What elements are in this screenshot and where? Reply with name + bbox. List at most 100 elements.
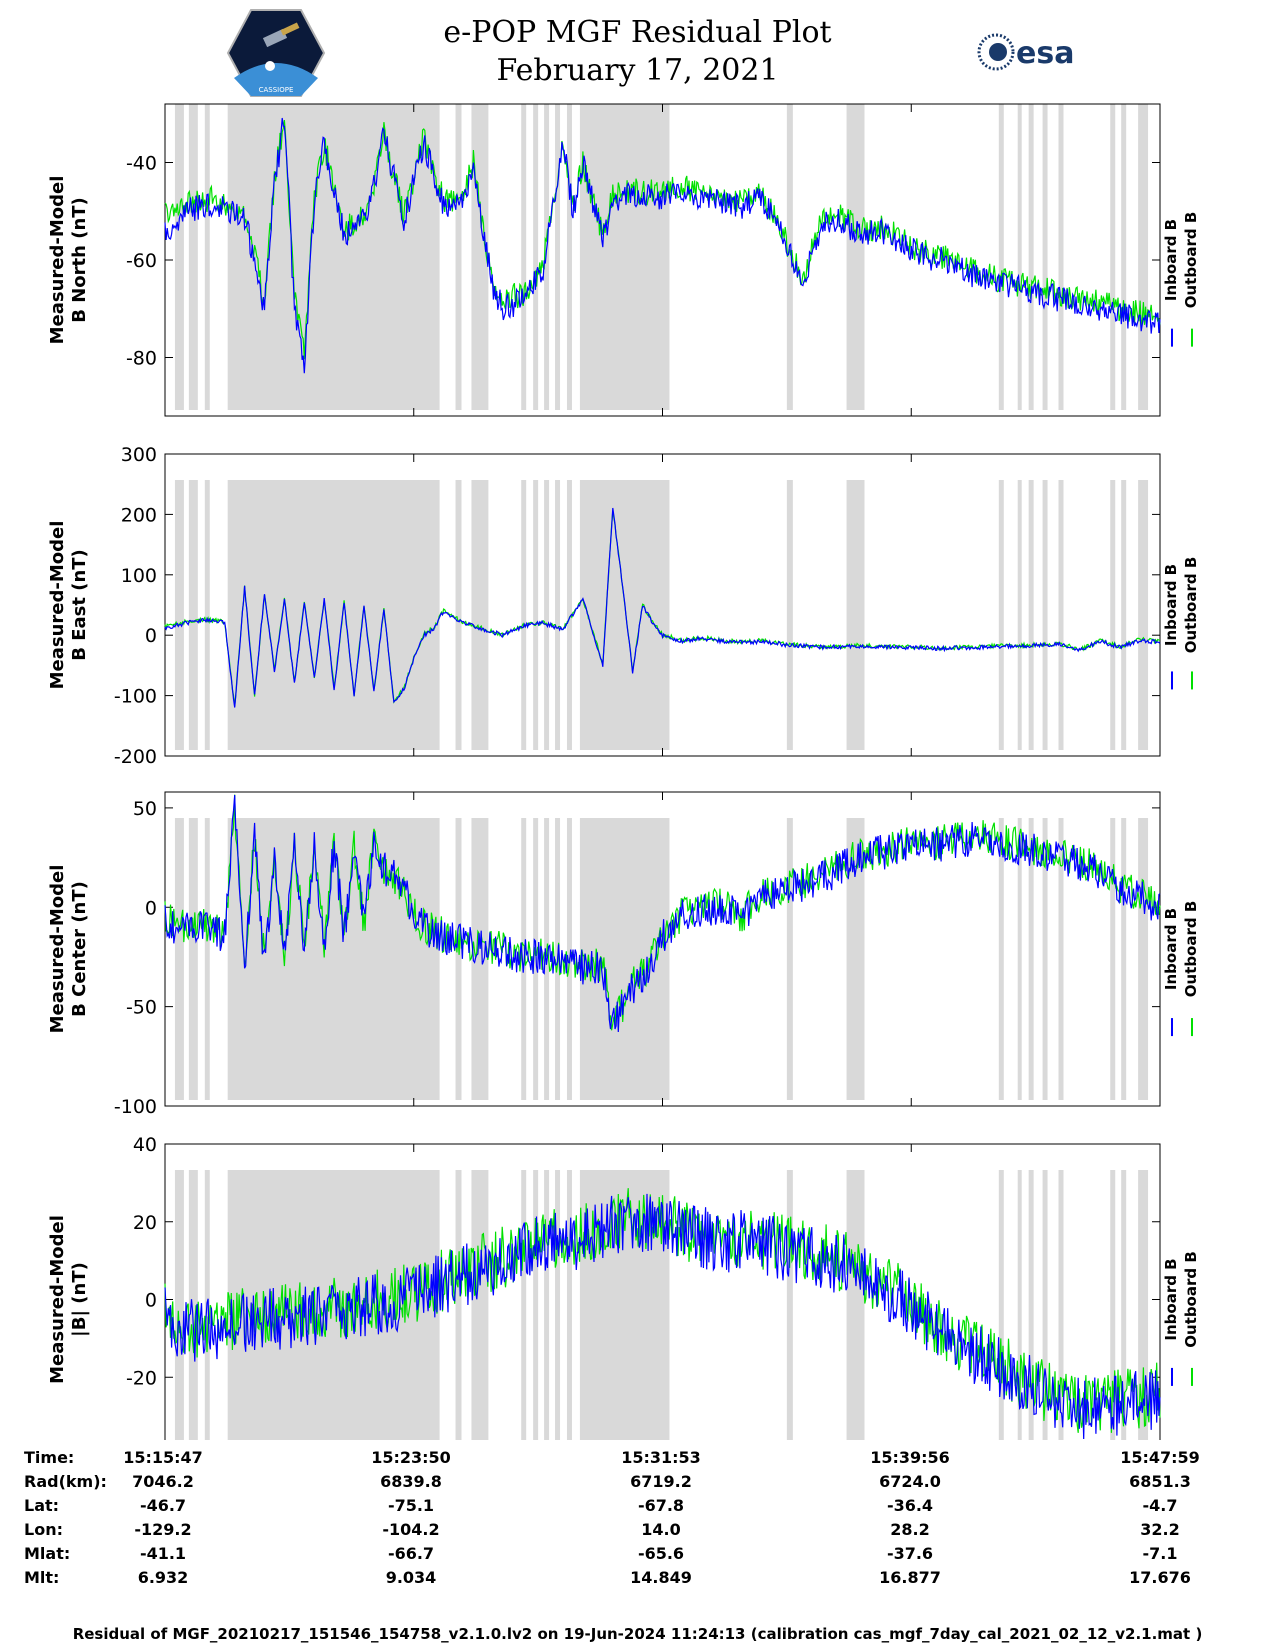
data-gap-band <box>227 104 440 410</box>
table-cell: 15:47:59 <box>1120 1448 1200 1467</box>
data-gap-band <box>579 818 670 1100</box>
legend-outboard-label: Outboard B <box>1182 557 1200 654</box>
table-cell: -66.7 <box>387 1544 435 1563</box>
plot-title-line1: e-POP MGF Residual Plot <box>443 15 832 50</box>
data-gap-band <box>1110 818 1116 1100</box>
data-gap-band <box>1017 1170 1022 1440</box>
data-gap-band <box>1042 1170 1048 1440</box>
data-gap-band <box>455 1170 462 1440</box>
data-gap-band <box>544 1170 550 1440</box>
data-gap-band <box>786 480 793 750</box>
data-gap-band <box>544 480 550 750</box>
data-gap-band <box>204 818 210 1100</box>
legend-inboard-label: Inboard B <box>1162 219 1180 301</box>
data-gap-band <box>455 818 462 1100</box>
chart-panel-0: -80 -60 -40 Measured-Model B North (nT) Inboa… <box>47 103 1200 417</box>
data-gap-band <box>1138 1170 1149 1440</box>
y-tick-label: -100 <box>114 686 157 708</box>
table-cell: 32.2 <box>1140 1520 1180 1539</box>
footer-caption: Residual of MGF_20210217_151546_154758_v… <box>72 1625 1203 1643</box>
data-gap-band <box>521 818 527 1100</box>
y-tick-label: 0 <box>145 625 157 647</box>
data-gap-band <box>521 104 527 410</box>
data-gap-band <box>1121 104 1127 410</box>
data-gap-band <box>455 104 462 410</box>
row-label-mlat: Mlat: <box>24 1544 71 1563</box>
y-tick-label: 20 <box>133 1212 157 1234</box>
data-gap-band <box>998 104 1004 410</box>
table-cell: 6719.2 <box>630 1472 692 1491</box>
data-gap-band <box>1058 1170 1064 1440</box>
y-tick-label: 50 <box>133 798 157 820</box>
table-cell: 15:15:47 <box>123 1448 203 1467</box>
data-gap-band <box>998 1170 1004 1440</box>
series-inboard-line <box>164 794 1161 1033</box>
data-gap-band <box>579 480 670 750</box>
data-gap-band <box>533 1170 539 1440</box>
table-cell: 6851.3 <box>1129 1472 1191 1491</box>
cassiope-mission-logo: CASSIOPE <box>226 9 326 97</box>
data-gap-band <box>1028 1170 1034 1440</box>
y-axis-label: Measured-Model <box>47 1215 68 1384</box>
y-tick-label: 300 <box>121 444 157 466</box>
table-cell: -36.4 <box>886 1496 934 1515</box>
data-gap-band <box>1110 104 1116 410</box>
data-gap-band <box>1138 818 1149 1100</box>
data-gap-band <box>227 1170 440 1440</box>
data-gap-band <box>1028 104 1034 410</box>
data-gap-band <box>566 1170 572 1440</box>
table-cell: 15:31:53 <box>621 1448 701 1467</box>
legend-outboard-label: Outboard B <box>1182 1251 1200 1348</box>
series-inboard-line <box>164 1193 1161 1440</box>
data-gap-band <box>1058 818 1064 1100</box>
data-gap-band <box>227 480 440 750</box>
table-cell: 14.849 <box>630 1568 692 1587</box>
data-gap-band <box>1028 480 1034 750</box>
esa-logo: esa <box>977 33 1074 71</box>
data-gap-band <box>188 480 198 750</box>
table-cell: 14.0 <box>641 1520 681 1539</box>
table-cell: -46.7 <box>139 1496 187 1515</box>
y-axis-label: B Center (nT) <box>69 881 90 1017</box>
plot-date: February 17, 2021 <box>496 53 779 88</box>
cassiope-logo-text: CASSIOPE <box>259 86 294 94</box>
data-gap-band <box>1110 480 1116 750</box>
y-tick-label: 100 <box>121 565 157 587</box>
y-tick-label: -50 <box>126 997 157 1019</box>
data-gap-band <box>174 104 184 410</box>
data-gap-band <box>533 104 539 410</box>
y-axis-label: Measured-Model <box>47 521 68 690</box>
table-cell: -75.1 <box>387 1496 435 1515</box>
y-tick-label: -100 <box>114 1096 157 1118</box>
y-axis-label: Measured-Model <box>47 176 68 345</box>
table-cell: 9.034 <box>385 1568 437 1587</box>
y-tick-label: -40 <box>126 153 157 175</box>
data-gap-band <box>188 818 198 1100</box>
data-gap-band <box>521 480 527 750</box>
data-gap-band <box>1017 104 1022 410</box>
row-label-radius: Rad(km): <box>24 1472 107 1491</box>
data-gap-band <box>1028 818 1034 1100</box>
table-cell: -65.6 <box>637 1544 685 1563</box>
data-gap-band <box>998 480 1004 750</box>
y-axis-label: Measured-Model <box>47 865 68 1034</box>
data-gap-band <box>555 480 561 750</box>
y-axis-label: B East (nT) <box>69 549 90 661</box>
data-gap-band <box>786 1170 793 1440</box>
data-gap-band <box>1042 480 1048 750</box>
data-gap-band <box>846 104 865 410</box>
data-gap-band <box>471 480 489 750</box>
data-gap-band <box>846 818 865 1100</box>
y-tick-label: 0 <box>145 897 157 919</box>
row-label-lat: Lat: <box>24 1496 60 1515</box>
y-tick-label: -200 <box>114 746 157 768</box>
data-gap-band <box>579 104 670 410</box>
series-inboard-line <box>164 117 1161 374</box>
data-gap-band <box>998 818 1004 1100</box>
data-gap-band <box>786 104 793 410</box>
data-gap-band <box>555 1170 561 1440</box>
table-cell: 15:39:56 <box>870 1448 950 1467</box>
data-gap-band <box>846 480 865 750</box>
